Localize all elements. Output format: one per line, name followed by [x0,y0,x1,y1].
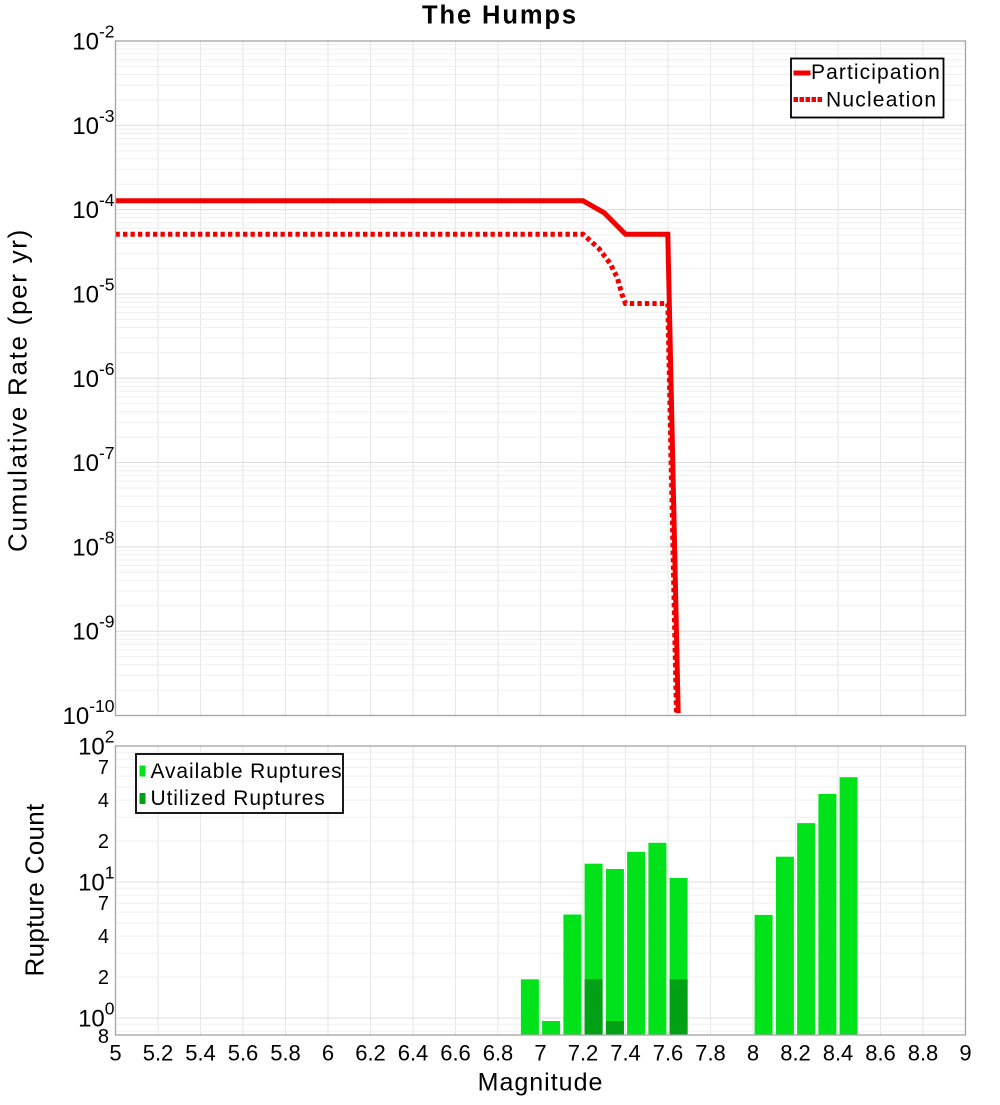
svg-text:Cumulative Rate (per yr): Cumulative Rate (per yr) [3,228,33,552]
svg-text:Participation: Participation [811,61,941,84]
svg-text:10-2: 10-2 [72,22,114,56]
svg-text:7.2: 7.2 [568,1041,599,1066]
svg-text:2: 2 [98,967,109,989]
svg-text:7.4: 7.4 [610,1041,641,1066]
svg-text:8: 8 [747,1041,759,1066]
svg-text:9: 9 [959,1041,971,1066]
svg-text:5: 5 [109,1041,121,1066]
svg-text:8.6: 8.6 [865,1041,896,1066]
svg-text:6.8: 6.8 [483,1041,514,1066]
svg-text:5.6: 5.6 [228,1041,259,1066]
svg-text:4: 4 [98,926,109,948]
svg-text:6.2: 6.2 [355,1041,386,1066]
svg-text:7: 7 [98,757,109,779]
svg-text:7.6: 7.6 [653,1041,684,1066]
svg-text:6.6: 6.6 [440,1041,471,1066]
svg-text:7.8: 7.8 [695,1041,726,1066]
svg-text:7: 7 [98,893,109,915]
svg-text:8.8: 8.8 [908,1041,939,1066]
svg-text:8.4: 8.4 [823,1041,854,1066]
svg-text:Magnitude: Magnitude [478,1069,604,1097]
svg-text:Utilized Ruptures: Utilized Ruptures [151,787,326,810]
svg-text:5.4: 5.4 [185,1041,216,1066]
svg-text:5.2: 5.2 [143,1041,174,1066]
svg-text:Available Ruptures: Available Ruptures [151,760,343,783]
svg-text:8.2: 8.2 [780,1041,811,1066]
svg-text:Nucleation: Nucleation [826,89,937,112]
svg-text:4: 4 [98,790,109,812]
svg-text:6: 6 [322,1041,334,1066]
svg-text:2: 2 [98,831,109,853]
svg-text:6.4: 6.4 [398,1041,429,1066]
svg-text:8: 8 [98,1026,109,1048]
svg-text:5.8: 5.8 [270,1041,301,1066]
svg-text:Rupture Count: Rupture Count [20,803,50,976]
svg-text:7: 7 [534,1041,546,1066]
svg-text:The Humps: The Humps [422,2,578,30]
